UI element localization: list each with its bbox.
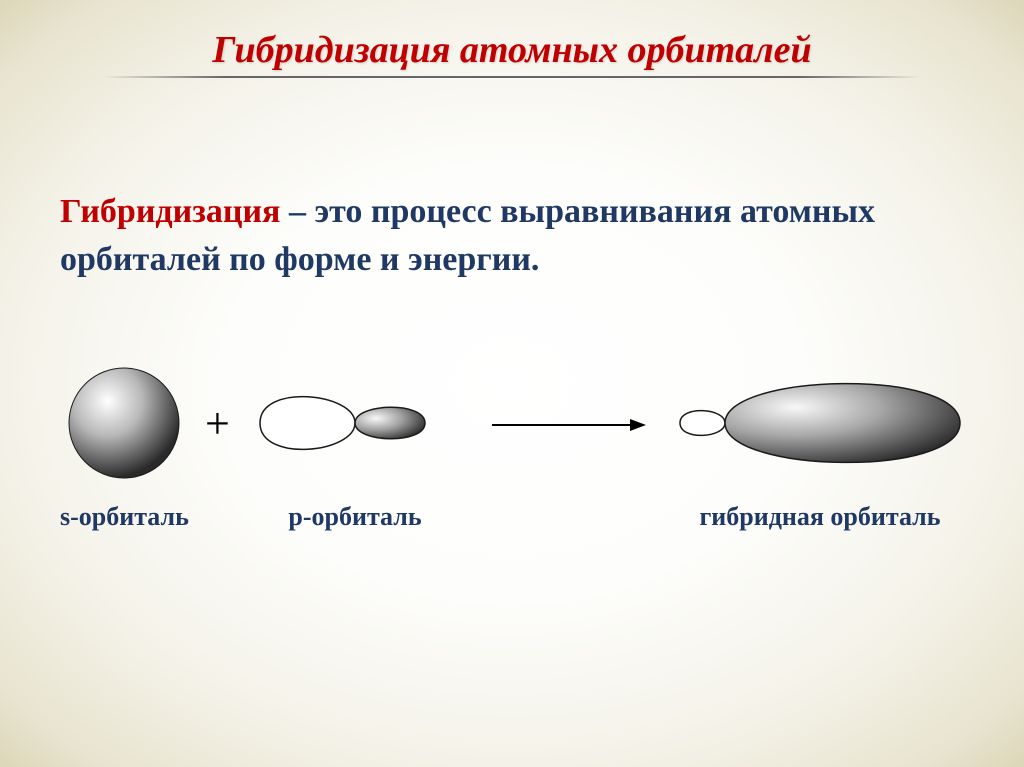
definition-text: Гибридизация – это процесс выравнивания …	[60, 188, 964, 283]
plus-sign: +	[205, 398, 230, 449]
s-orbital-label: s-орбиталь	[60, 502, 189, 532]
arrow-icon	[490, 415, 650, 435]
hybrid-orbital-label: гибридная орбиталь	[670, 502, 970, 532]
p-orbital-icon	[250, 353, 460, 483]
p-orbital-label: р-орбиталь	[250, 502, 460, 532]
page-title: Гибридизация атомных орбиталей	[0, 0, 1024, 72]
hybrid-orbital-group: гибридная орбиталь	[670, 353, 970, 532]
s-orbital-group: s-орбиталь	[60, 353, 189, 532]
definition-term: Гибридизация	[60, 193, 280, 230]
p-orbital-group: р-орбиталь	[250, 353, 460, 532]
title-underline	[102, 76, 922, 78]
hybrid-orbital-icon	[670, 353, 970, 483]
orbital-diagram: s-орбиталь + р-орбиталь	[0, 353, 1024, 613]
s-orbital-icon	[64, 353, 184, 483]
